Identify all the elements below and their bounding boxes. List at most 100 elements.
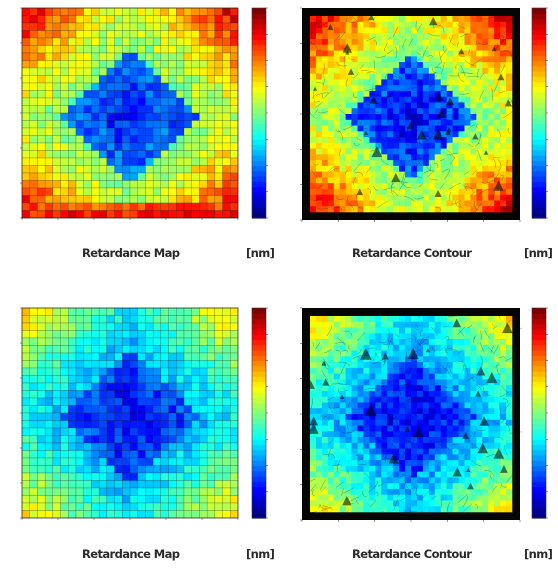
heatmap-cell xyxy=(153,211,161,219)
heatmap-cell xyxy=(53,38,61,46)
heatmap-cell xyxy=(223,91,231,99)
heatmap-cell xyxy=(176,83,184,91)
heatmap-cell xyxy=(230,308,238,316)
contour-cell xyxy=(506,39,512,45)
colorbar-segment xyxy=(532,487,546,493)
heatmap-cell xyxy=(22,68,30,76)
contour-cell xyxy=(453,108,459,114)
heatmap-cell xyxy=(153,368,161,376)
contour-cell xyxy=(310,500,316,506)
heatmap-cell xyxy=(230,436,238,444)
contour-cell xyxy=(405,97,411,103)
contour-cell xyxy=(417,495,423,501)
heatmap-cell xyxy=(45,368,53,376)
heatmap-cell xyxy=(230,106,238,114)
contour-cell xyxy=(470,177,476,183)
contour-cell xyxy=(423,28,429,34)
contour-cell xyxy=(352,131,358,137)
heatmap-cell xyxy=(61,503,69,511)
contour-cell xyxy=(322,495,328,501)
heatmap-cell xyxy=(30,443,38,451)
contour-cell xyxy=(441,460,447,466)
contour-cell xyxy=(459,85,465,91)
heatmap-cell xyxy=(107,98,115,106)
heatmap-cell xyxy=(161,68,169,76)
contour-cell xyxy=(470,437,476,443)
contour-cell xyxy=(316,443,322,449)
contour-cell xyxy=(363,506,369,512)
heatmap-cell xyxy=(22,323,30,331)
heatmap-cell xyxy=(199,151,207,159)
heatmap-cell xyxy=(207,503,215,511)
contour-cell xyxy=(334,137,340,143)
contour-cell xyxy=(435,356,441,362)
heatmap-cell xyxy=(115,338,123,346)
contour-cell xyxy=(393,374,399,380)
heatmap-cell xyxy=(91,76,99,84)
contour-cell xyxy=(316,414,322,420)
heatmap-cell xyxy=(130,68,138,76)
contour-cell xyxy=(310,149,316,155)
contour-cell xyxy=(453,97,459,103)
heatmap-cell xyxy=(184,466,192,474)
heatmap-cell xyxy=(145,31,153,39)
heatmap-cell xyxy=(122,496,130,504)
heatmap-cell xyxy=(84,203,92,211)
contour-cell xyxy=(494,108,500,114)
heatmap-cell xyxy=(84,346,92,354)
colorbar-segment xyxy=(252,8,266,14)
contour-cell xyxy=(381,316,387,322)
contour-cell xyxy=(441,126,447,132)
heatmap-cell xyxy=(37,143,45,151)
contour-cell xyxy=(500,345,506,351)
heatmap-cell xyxy=(153,8,161,16)
heatmap-cell xyxy=(223,451,231,459)
contour-cell xyxy=(488,91,494,97)
heatmap-cell xyxy=(68,451,76,459)
heatmap-cell xyxy=(223,61,231,69)
contour-cell xyxy=(482,183,488,189)
heatmap-cell xyxy=(91,406,99,414)
colorbar-segment xyxy=(532,434,546,440)
contour-cell xyxy=(476,333,482,339)
heatmap-cell xyxy=(45,436,53,444)
contour-cell xyxy=(488,62,494,68)
heatmap-cell xyxy=(91,151,99,159)
heatmap-cell xyxy=(192,308,200,316)
heatmap-cell xyxy=(115,211,123,219)
contour-cell xyxy=(464,345,470,351)
heatmap-cell xyxy=(199,181,207,189)
heatmap-cell xyxy=(91,323,99,331)
heatmap-cell xyxy=(115,421,123,429)
contour-cell xyxy=(334,374,340,380)
heatmap-cell xyxy=(223,406,231,414)
heatmap-cell xyxy=(68,38,76,46)
contour-cell xyxy=(393,339,399,345)
contour-cell xyxy=(453,166,459,172)
contour-cell xyxy=(423,397,429,403)
heatmap-cell xyxy=(45,421,53,429)
contour-cell xyxy=(423,177,429,183)
heatmap-cell xyxy=(145,173,153,181)
heatmap-cell xyxy=(30,143,38,151)
heatmap-cell xyxy=(107,211,115,219)
heatmap-cell xyxy=(107,16,115,24)
heatmap-cell xyxy=(22,181,30,189)
contour-cell xyxy=(340,189,346,195)
heatmap-cell xyxy=(192,203,200,211)
heatmap-cell xyxy=(130,353,138,361)
heatmap-cell xyxy=(45,203,53,211)
contour-cell xyxy=(464,56,470,62)
heatmap-cell xyxy=(76,211,84,219)
contour-cell xyxy=(423,339,429,345)
contour-cell xyxy=(447,420,453,426)
heatmap-cell xyxy=(130,436,138,444)
contour-cell xyxy=(429,437,435,443)
heatmap-cell xyxy=(84,83,92,91)
contour-cell xyxy=(363,91,369,97)
contour-cell xyxy=(441,39,447,45)
heatmap-cell xyxy=(53,361,61,369)
heatmap-cell xyxy=(99,181,107,189)
heatmap-cell xyxy=(115,481,123,489)
contour-cell xyxy=(358,143,364,149)
